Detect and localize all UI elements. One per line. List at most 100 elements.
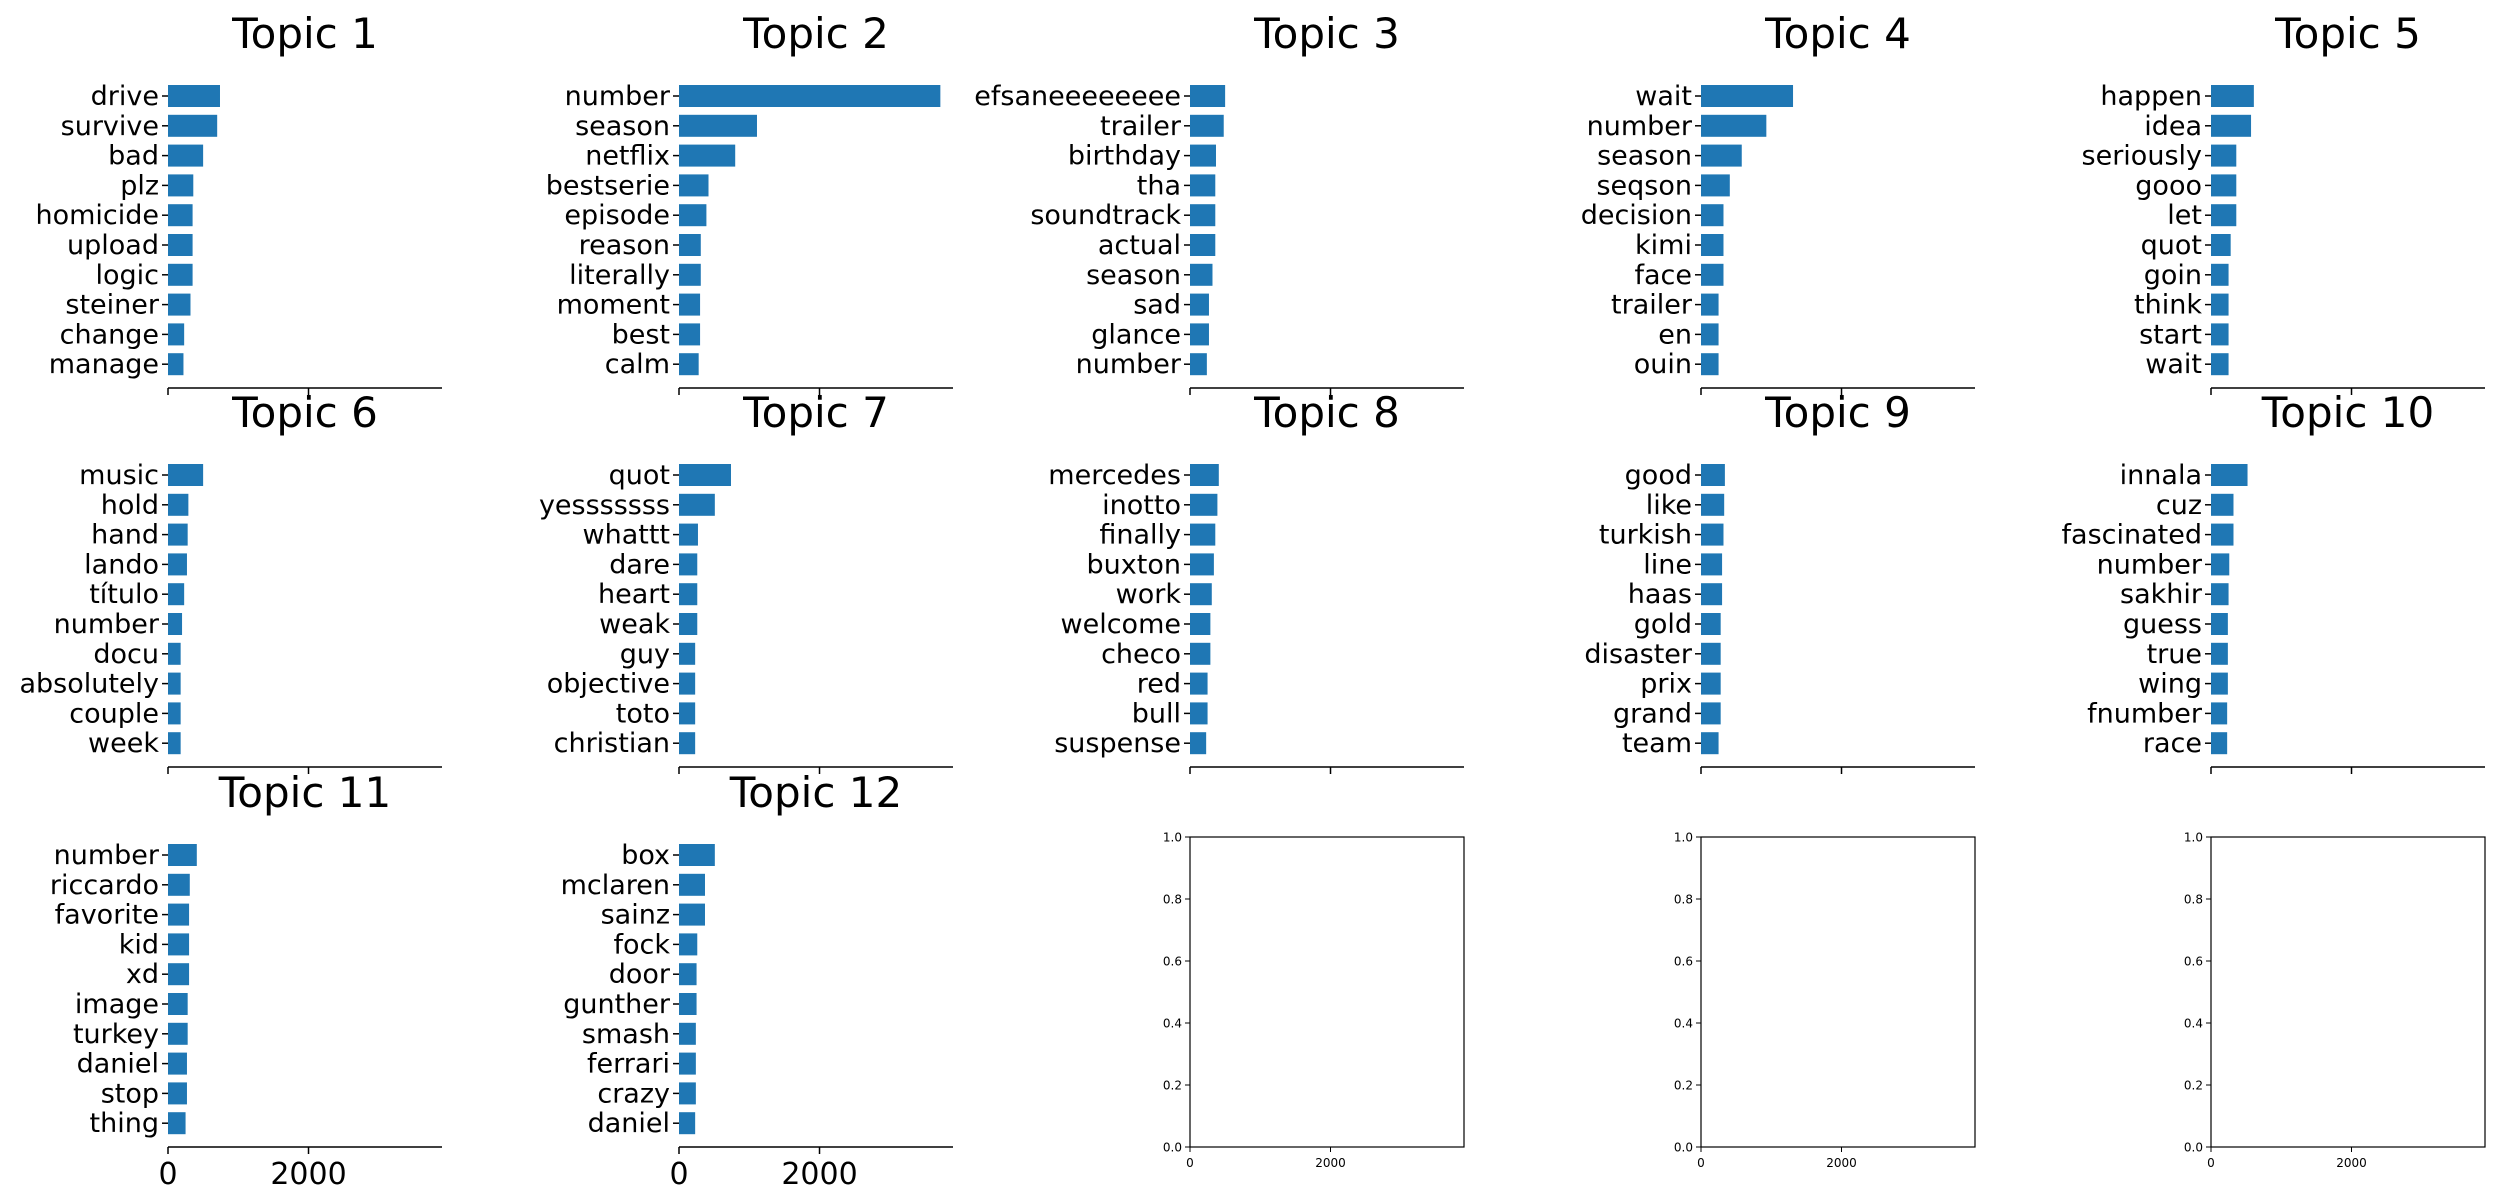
category-label: couple bbox=[69, 698, 159, 729]
category-label: welcome bbox=[1061, 609, 1181, 640]
panel-title: Topic 5 bbox=[2274, 9, 2421, 58]
category-label: toto bbox=[616, 698, 670, 729]
category-label: suspense bbox=[1054, 728, 1181, 759]
category-label: objective bbox=[547, 669, 670, 700]
bar bbox=[1701, 732, 1719, 755]
category-label: door bbox=[609, 959, 671, 990]
bar bbox=[679, 903, 705, 926]
y-tick-label: 0.8 bbox=[2184, 893, 2203, 907]
bar bbox=[168, 204, 193, 227]
panel-title: Topic 10 bbox=[2261, 388, 2434, 437]
category-label: christian bbox=[554, 728, 670, 759]
bar bbox=[679, 204, 707, 227]
panel-title: Topic 9 bbox=[1764, 388, 1911, 437]
bar bbox=[1190, 672, 1208, 695]
bar bbox=[679, 1082, 696, 1105]
bar bbox=[679, 464, 731, 486]
bar bbox=[679, 873, 705, 896]
category-label: ouin bbox=[1634, 349, 1692, 380]
bar bbox=[2211, 732, 2228, 755]
bar bbox=[1190, 353, 1207, 376]
bar bbox=[2211, 85, 2254, 107]
category-label: efsaneeeeeeee bbox=[974, 81, 1181, 112]
category-label: gunther bbox=[563, 989, 671, 1020]
category-label: crazy bbox=[597, 1078, 670, 1109]
bar bbox=[1701, 263, 1724, 286]
category-label: disaster bbox=[1584, 639, 1693, 670]
category-label: whattt bbox=[583, 520, 671, 551]
bar bbox=[679, 234, 701, 256]
bar bbox=[679, 672, 696, 695]
bar bbox=[1701, 583, 1723, 606]
bar bbox=[679, 963, 697, 986]
category-label: number bbox=[1587, 111, 1693, 142]
bar bbox=[2211, 493, 2234, 516]
bar bbox=[168, 963, 190, 986]
bar bbox=[679, 353, 699, 376]
category-label: haas bbox=[1628, 579, 1692, 610]
bar bbox=[168, 553, 187, 576]
x-tick-label: 0 bbox=[1186, 1156, 1194, 1170]
bar bbox=[1190, 613, 1211, 635]
category-label: hand bbox=[91, 520, 159, 551]
category-label: literally bbox=[569, 260, 670, 291]
bar bbox=[679, 293, 701, 316]
empty-axes-frame bbox=[1189, 836, 1465, 1148]
category-label: stop bbox=[101, 1078, 159, 1109]
bar bbox=[1701, 144, 1742, 167]
bar bbox=[2211, 323, 2229, 346]
y-tick-label: 0.6 bbox=[2184, 955, 2203, 969]
category-label: hold bbox=[101, 490, 159, 521]
bar bbox=[2211, 523, 2234, 546]
empty-axes-frame bbox=[2210, 836, 2486, 1148]
category-label: logic bbox=[95, 260, 159, 291]
category-label: decision bbox=[1581, 200, 1692, 231]
bar bbox=[1701, 702, 1721, 725]
category-label: riccardo bbox=[50, 870, 159, 901]
bar bbox=[1701, 114, 1767, 137]
bar bbox=[679, 1022, 696, 1045]
bar bbox=[2211, 114, 2252, 137]
category-label: prix bbox=[1640, 669, 1692, 700]
category-label: fnumber bbox=[2087, 698, 2203, 729]
bar bbox=[679, 323, 701, 346]
category-label: quot bbox=[2141, 230, 2202, 261]
category-label: episode bbox=[564, 200, 670, 231]
category-label: survive bbox=[61, 111, 159, 142]
panel-title: Topic 7 bbox=[742, 388, 889, 437]
panel-title: Topic 4 bbox=[1764, 9, 1911, 58]
category-label: yesssssss bbox=[539, 490, 670, 521]
category-label: kimi bbox=[1635, 230, 1692, 261]
y-tick-label: 0.6 bbox=[1163, 955, 1182, 969]
bar bbox=[168, 583, 185, 606]
category-label: happen bbox=[2100, 81, 2202, 112]
category-label: box bbox=[621, 840, 670, 871]
category-label: number bbox=[1076, 349, 1182, 380]
bar bbox=[679, 732, 696, 755]
bar bbox=[679, 1052, 696, 1075]
category-label: xd bbox=[126, 959, 159, 990]
category-label: bull bbox=[1132, 698, 1181, 729]
bar bbox=[1190, 553, 1214, 576]
category-label: dare bbox=[609, 549, 670, 580]
category-label: checo bbox=[1101, 639, 1181, 670]
bar bbox=[2211, 293, 2229, 316]
x-tick-label: 2000 bbox=[270, 1157, 346, 1192]
bar bbox=[2211, 702, 2228, 725]
bar bbox=[679, 114, 757, 137]
category-label: favorite bbox=[55, 900, 159, 931]
y-tick-label: 0.6 bbox=[1674, 955, 1693, 969]
bar bbox=[168, 1112, 186, 1135]
bar bbox=[1701, 293, 1719, 316]
bar bbox=[1190, 234, 1216, 256]
x-tick-label: 0 bbox=[2207, 1156, 2215, 1170]
bar bbox=[2211, 583, 2229, 606]
bar bbox=[168, 702, 181, 725]
category-label: bad bbox=[108, 141, 159, 172]
bar bbox=[168, 873, 190, 896]
category-label: título bbox=[89, 579, 159, 610]
category-label: mclaren bbox=[561, 870, 670, 901]
x-tick-label: 0 bbox=[669, 1157, 688, 1192]
category-label: birthday bbox=[1068, 141, 1181, 172]
y-tick-label: 0.4 bbox=[1163, 1017, 1182, 1031]
